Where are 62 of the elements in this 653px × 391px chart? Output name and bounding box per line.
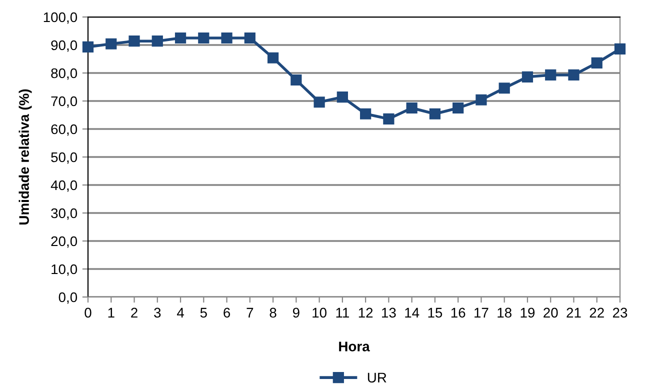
y-tick-label: 30,0 <box>51 208 78 220</box>
point <box>267 52 279 64</box>
point <box>406 102 418 114</box>
y-tick-label: 100,0 <box>44 12 78 24</box>
point <box>452 102 464 114</box>
x-axis-title: Hora <box>339 342 370 352</box>
x-tick-label: 14 <box>405 308 420 318</box>
point <box>568 69 580 81</box>
x-tick-label: 12 <box>358 308 373 318</box>
point <box>314 96 325 108</box>
point <box>290 74 302 86</box>
point <box>476 94 487 106</box>
point <box>383 113 394 124</box>
point <box>106 38 117 50</box>
x-tick-label: 6 <box>224 308 230 318</box>
point <box>360 108 372 120</box>
x-tick-label: 22 <box>590 308 604 318</box>
point <box>591 57 602 68</box>
y-tick-label: 40,0 <box>50 180 78 192</box>
x-tick-label: 13 <box>382 308 396 318</box>
y-tick-label: 70,0 <box>51 96 78 108</box>
x-tick-label: 20 <box>544 308 558 318</box>
point <box>221 32 232 44</box>
y-tick-label: 90,0 <box>51 40 78 52</box>
point <box>152 36 163 47</box>
y-axis-title: Umidade relativa (%) <box>18 89 32 224</box>
x-tick-label: 17 <box>474 308 488 318</box>
point <box>429 108 441 120</box>
point <box>198 32 210 44</box>
x-tick-label: 18 <box>498 308 512 318</box>
x-tick-label: 9 <box>292 308 300 318</box>
x-tick-label: 7 <box>246 308 254 318</box>
y-tick-label: 0,0 <box>58 292 78 304</box>
x-tick-label: 23 <box>612 308 628 318</box>
y-tick-label: 10,0 <box>52 264 78 276</box>
point <box>82 41 94 53</box>
point <box>336 92 348 103</box>
x-tick-label: 1 <box>108 308 114 318</box>
point <box>244 32 256 44</box>
y-tick-label: 50,0 <box>51 152 78 164</box>
point <box>545 69 556 81</box>
x-tick-label: 19 <box>520 308 535 318</box>
point <box>128 36 140 47</box>
x-tick-label: 11 <box>336 308 349 318</box>
point <box>498 82 510 94</box>
x-tick-label: 3 <box>154 308 161 318</box>
x-tick-label: 4 <box>176 308 184 318</box>
point <box>614 43 626 54</box>
y-tick-label: 20,0 <box>51 236 78 248</box>
y-tick-label: 60,0 <box>51 124 78 136</box>
point <box>174 32 186 44</box>
point <box>522 71 534 82</box>
legend-label: UR <box>368 372 386 383</box>
x-tick-label: 2 <box>131 308 138 318</box>
x-tick-label: 0 <box>84 308 92 318</box>
x-tick-label: 5 <box>200 308 207 318</box>
x-tick-label: 15 <box>428 308 442 318</box>
x-tick-label: 16 <box>451 308 466 318</box>
x-tick-label: 8 <box>270 308 276 318</box>
x-tick-label: 10 <box>312 308 326 318</box>
y-tick-label: 80,0 <box>51 68 78 80</box>
x-tick-label: 21 <box>566 308 581 318</box>
